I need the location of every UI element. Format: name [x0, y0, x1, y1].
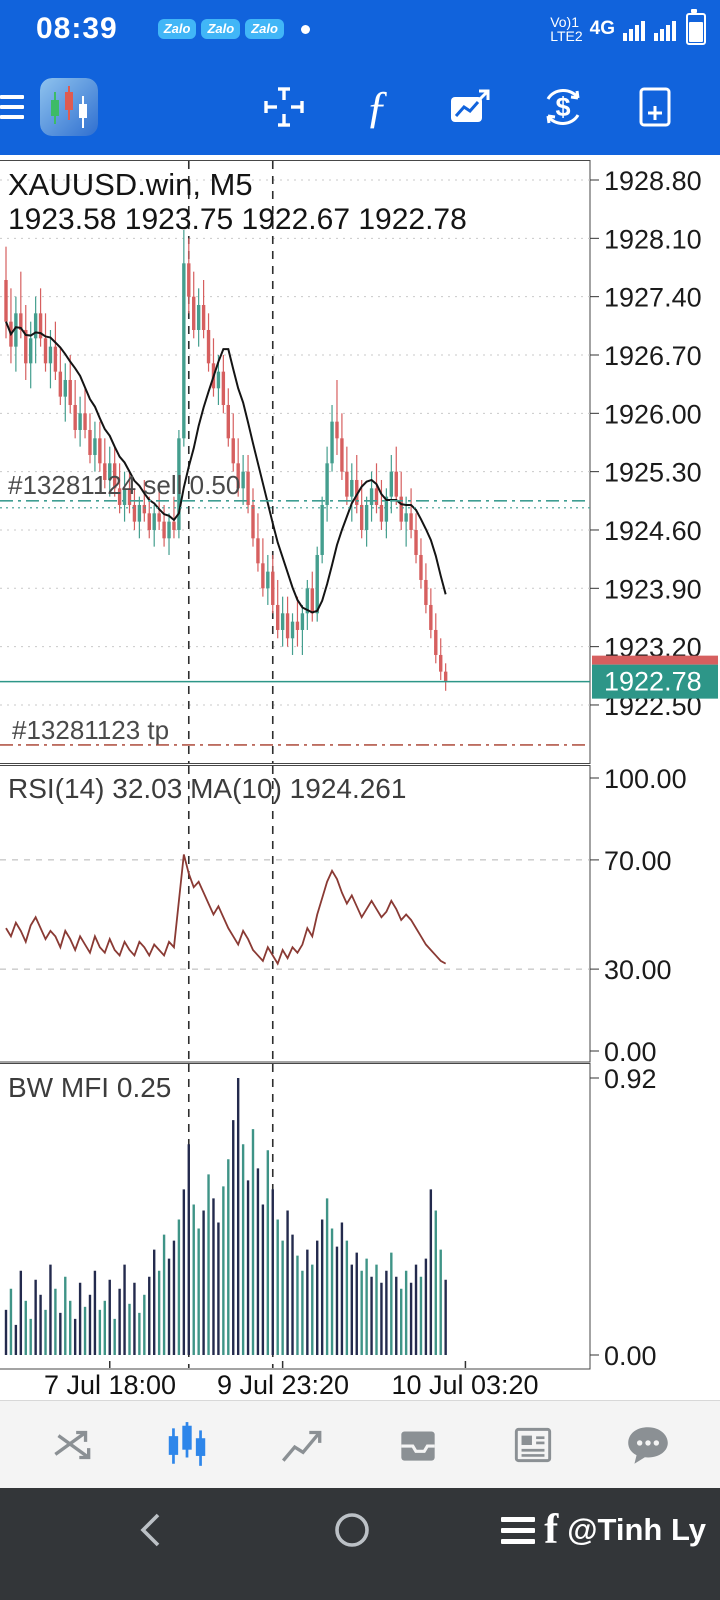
chat-bubble-icon [628, 1426, 669, 1464]
svg-text:1927.40: 1927.40 [604, 283, 702, 313]
status-indicators: Vo)1 LTE2 4G [550, 0, 706, 58]
quotes-arrows-icon [54, 1430, 90, 1459]
notification-badges: Zalo Zalo Zalo [157, 19, 310, 39]
dollar-sync-icon: $ [546, 88, 580, 125]
objects-button[interactable] [446, 83, 494, 131]
time-axis-label: 10 Jul 03:20 [391, 1370, 539, 1400]
mfi-chart[interactable]: 0.92 0.00 [0, 1063, 720, 1370]
zalo-badge-icon: Zalo [157, 19, 197, 39]
price-chart[interactable]: 1928.80 1928.10 1927.40 1926.70 1926.00 1925.… [0, 160, 720, 765]
svg-text:30.00: 30.00 [604, 955, 672, 985]
svg-text:70.00: 70.00 [604, 846, 672, 876]
candlestick-chart-icon [168, 1421, 206, 1466]
time-axis-label: 7 Jul 18:00 [43, 1370, 177, 1400]
facebook-logo-icon: f [544, 1507, 559, 1553]
svg-text:$: $ [555, 92, 570, 122]
crosshair-button[interactable] [260, 83, 308, 131]
carrier-label: Vo)1 LTE2 [550, 15, 582, 43]
zalo-badge-icon: Zalo [201, 19, 241, 39]
tab-trade[interactable] [275, 1418, 329, 1472]
mt5-app-icon[interactable] [40, 77, 98, 136]
trade-trend-icon [282, 1430, 322, 1462]
carrier-line1: Vo)1 [550, 14, 580, 30]
svg-text:1924.60: 1924.60 [604, 516, 702, 546]
zalo-badge-icon: Zalo [245, 19, 284, 39]
svg-text:0.00: 0.00 [604, 1341, 657, 1370]
position-line-label: #13281124 sell 0.50 [8, 470, 241, 500]
svg-text:1928.10: 1928.10 [604, 224, 702, 254]
signal-bars-icon-2 [654, 21, 676, 41]
chart-area[interactable]: 1928.80 1928.10 1927.40 1926.70 1926.00 1925.… [0, 155, 720, 1400]
new-order-button[interactable] [632, 83, 680, 131]
watermark-handle: @Tinh Ly [567, 1512, 706, 1547]
chart-ohlc-values: 1923.58 1923.75 1922.67 1922.78 [8, 203, 467, 236]
menu-button[interactable] [0, 90, 34, 124]
mfi-indicator-label: BW MFI 0.25 [8, 1072, 172, 1103]
rsi-indicator-label: RSI(14) 32.03 MA(10) 1924.261 [8, 773, 407, 804]
tp-line-label: #13281123 tp [12, 715, 170, 745]
svg-text:1926.70: 1926.70 [604, 341, 702, 371]
carrier-line2: LTE2 [550, 28, 583, 44]
svg-text:100.00: 100.00 [604, 765, 687, 794]
tab-quotes[interactable] [45, 1418, 99, 1472]
new-order-icon [639, 87, 671, 126]
clock: 08:39 [36, 12, 118, 45]
back-chevron-icon [140, 1513, 160, 1547]
tab-history[interactable] [391, 1418, 445, 1472]
svg-text:1926.00: 1926.00 [604, 399, 702, 429]
battery-icon [686, 9, 706, 45]
svg-text:1923.90: 1923.90 [604, 574, 702, 604]
nav-back-button[interactable] [128, 1506, 176, 1554]
nav-home-button[interactable] [328, 1506, 376, 1554]
network-type-label: 4G [589, 18, 615, 39]
chart-objects-icon [451, 89, 490, 122]
time-axis: 7 Jul 18:00 9 Jul 23:20 10 Jul 03:20 [0, 1370, 720, 1400]
app-toolbar: ƒ $ [0, 58, 720, 155]
svg-text:0.92: 0.92 [604, 1064, 657, 1094]
tab-news[interactable] [506, 1418, 560, 1472]
rsi-chart[interactable]: 100.00 70.00 30.00 0.00 [0, 765, 720, 1063]
android-nav-bar: f @Tinh Ly [0, 1488, 720, 1600]
history-tray-icon [400, 1430, 435, 1461]
trade-dollar-button[interactable]: $ [539, 83, 587, 131]
time-axis-label: 9 Jul 23:20 [216, 1370, 350, 1400]
status-bar: 08:39 Zalo Zalo Zalo Vo)1 LTE2 4G [0, 0, 720, 58]
chart-symbol-label: XAUUSD.win, M5 [8, 167, 253, 202]
crosshair-icon [264, 86, 304, 127]
home-circle-icon [335, 1513, 369, 1547]
function-icon: ƒ [365, 80, 389, 132]
signal-bars-icon [623, 21, 645, 41]
notification-dot-icon [300, 24, 310, 34]
bottom-tab-bar [0, 1400, 720, 1488]
top-bar-background: 08:39 Zalo Zalo Zalo Vo)1 LTE2 4G [0, 0, 720, 155]
svg-text:1928.80: 1928.80 [604, 166, 702, 196]
news-icon [514, 1427, 552, 1462]
svg-text:1922.78: 1922.78 [604, 667, 702, 697]
tab-messages[interactable] [621, 1418, 675, 1472]
indicators-button[interactable]: ƒ [353, 80, 401, 132]
tab-charts[interactable] [160, 1418, 214, 1472]
nav-recents-button[interactable] [501, 1516, 536, 1544]
svg-text:1925.30: 1925.30 [604, 458, 702, 488]
svg-text:0.00: 0.00 [604, 1037, 657, 1063]
